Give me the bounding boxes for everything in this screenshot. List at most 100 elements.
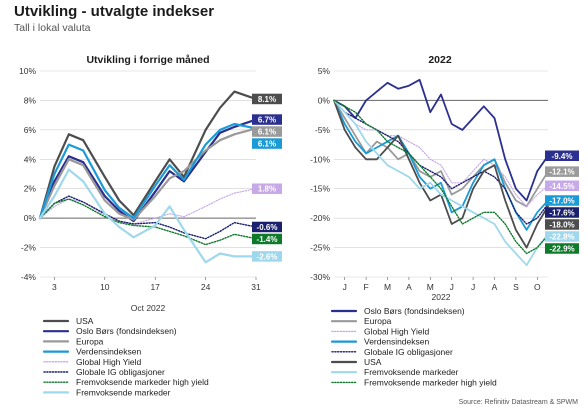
value-label-box	[545, 207, 579, 218]
value-label: -9.4%	[552, 152, 573, 161]
x-tick-label: A	[406, 282, 412, 292]
y-tick-label: -20%	[310, 213, 330, 223]
y-tick-label: 8%	[24, 95, 37, 105]
value-label: -0.6%	[257, 223, 278, 232]
value-label-box	[252, 233, 282, 245]
value-label-box	[252, 126, 282, 137]
value-label: -17.0%	[549, 196, 574, 205]
value-label: -17.6%	[549, 208, 574, 217]
value-label: -22.8%	[549, 232, 574, 241]
y-tick-label: 0%	[318, 95, 331, 105]
value-label: 6.1%	[258, 140, 276, 149]
legend-label: Verdensindeksen	[364, 337, 429, 347]
value-label-box	[252, 138, 282, 149]
legend-label: Fremvoksende markeder high yield	[364, 377, 497, 387]
series-line-usa	[38, 90, 258, 220]
x-tick-label: S	[513, 282, 519, 292]
x-axis-label: 2022	[432, 292, 451, 302]
x-tick-label: J	[343, 282, 347, 292]
value-label: 6.1%	[258, 128, 276, 137]
series-line-europa	[333, 99, 549, 208]
value-label: 1.8%	[258, 185, 276, 194]
y-tick-label: -5%	[315, 125, 331, 135]
series-line-verden	[38, 122, 258, 220]
y-tick-label: 0%	[24, 213, 37, 223]
series-line-fm	[333, 99, 549, 267]
value-label-box	[545, 166, 579, 177]
legend-label: Fremvoksende markeder high yield	[76, 377, 209, 387]
series-line-fmhy	[333, 99, 549, 255]
x-tick-label: M	[427, 282, 434, 292]
legend-label: Global High Yield	[76, 357, 141, 367]
legend-label: Globale IG obligasjoner	[76, 367, 165, 377]
value-label-box	[545, 219, 579, 230]
value-label-box	[545, 243, 579, 254]
x-axis-label: Oct 2022	[131, 303, 166, 313]
value-label: 8.1%	[258, 95, 276, 104]
chart-title: 2022	[428, 54, 452, 66]
chart-panel-2: 2022 5% 0% -5% -10% -15% -20% -25% -30% J F M A M J J A S…	[310, 54, 579, 302]
value-label: -2.6%	[257, 252, 278, 261]
series-line-fmhy	[39, 198, 257, 246]
legend-label: USA	[364, 357, 382, 367]
y-tick-label: 6%	[24, 125, 37, 135]
y-tick-label: -30%	[310, 272, 330, 282]
x-tick-label: A	[492, 282, 498, 292]
x-tick-label: 31	[251, 282, 261, 292]
chart-panel-1: Utvikling i forrige måned 10% 8% 6% 4% 2% 0% -2…	[19, 54, 282, 313]
legend-label: Oslo Børs (fondsindeksen)	[76, 326, 177, 336]
chart-title: Utvikling i forrige måned	[86, 54, 209, 66]
series-line-fm	[38, 168, 258, 264]
legend-label: Global High Yield	[364, 326, 429, 336]
source-note: Source: Refinitiv Datastream & SPWM	[458, 399, 578, 406]
value-label-box	[252, 93, 282, 105]
legend-label: Europa	[76, 336, 104, 346]
value-label: -12.1%	[549, 168, 574, 177]
page-subtitle: Tall i lokal valuta	[14, 22, 91, 34]
value-label: -22.9%	[549, 244, 574, 253]
legend-label: Fremvoksende markeder	[76, 387, 171, 397]
x-tick-label: F	[363, 282, 368, 292]
value-label-box	[545, 150, 579, 162]
x-tick-label: 24	[201, 282, 211, 292]
y-tick-label: -2%	[21, 243, 37, 253]
x-tick-label: O	[534, 282, 541, 292]
x-tick-label: J	[450, 282, 454, 292]
y-tick-label: 4%	[24, 154, 37, 164]
y-tick-label: -10%	[310, 154, 330, 164]
series-line-europa	[38, 127, 258, 221]
value-label: -1.4%	[257, 235, 278, 244]
y-tick-label: -25%	[310, 243, 330, 253]
x-tick-label: 3	[52, 282, 57, 292]
legend-label: USA	[76, 316, 94, 326]
x-tick-label: J	[471, 282, 475, 292]
x-tick-label: M	[384, 282, 391, 292]
legend-label: Europa	[364, 316, 392, 326]
value-label-box	[252, 114, 282, 125]
y-tick-label: 2%	[24, 184, 37, 194]
legend-label: Oslo Børs (fondsindeksen)	[364, 306, 465, 316]
x-tick-label: 10	[100, 282, 110, 292]
value-label-box	[252, 251, 282, 262]
y-tick-label: 5%	[318, 66, 331, 76]
value-label-box	[252, 183, 282, 194]
value-label: 6.7%	[258, 116, 276, 125]
y-tick-label: 10%	[19, 66, 36, 76]
series-line-gig	[333, 99, 549, 225]
legend-label: Globale IG obligasjoner	[364, 347, 453, 357]
value-label-box	[252, 221, 282, 233]
value-label-box	[545, 195, 579, 206]
series-line-gig	[39, 195, 257, 240]
series-line-oslo	[333, 78, 549, 202]
series-line-usa	[333, 99, 549, 249]
x-tick-label: 17	[150, 282, 160, 292]
series-line-ghy	[333, 99, 549, 207]
value-label-box	[545, 231, 579, 242]
legend-label: Verdensindeksen	[76, 347, 141, 357]
page-title: Utvikling - utvalgte indekser	[14, 3, 215, 20]
value-label: -14.5%	[549, 182, 574, 191]
value-label-box	[545, 180, 579, 192]
